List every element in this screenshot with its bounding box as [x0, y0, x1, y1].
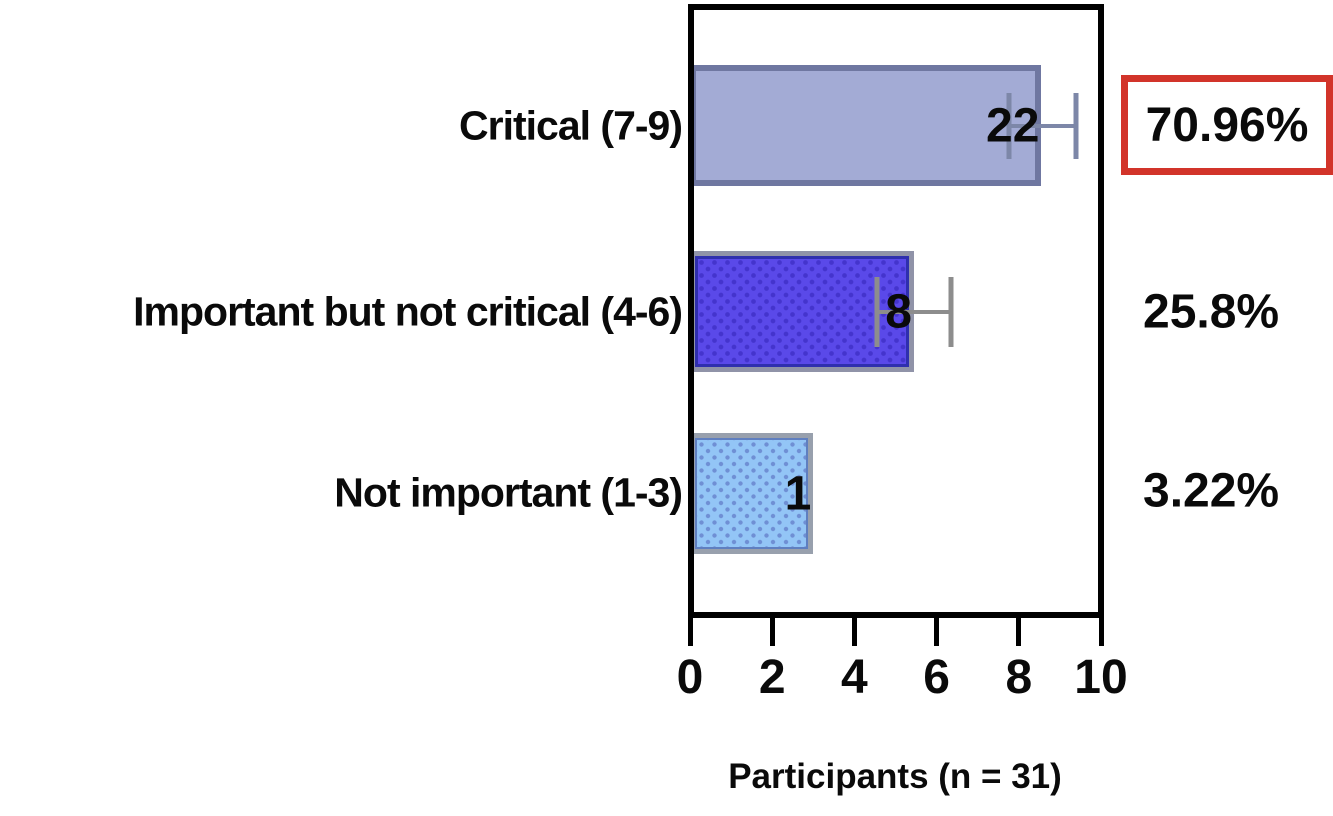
error-cap-high-critical [1073, 93, 1079, 159]
bar-critical [690, 65, 1042, 186]
x-tick-label: 0 [676, 651, 704, 704]
error-cap-high-important [948, 276, 954, 347]
x-tick [1098, 616, 1104, 646]
error-bar-important [877, 309, 951, 314]
highlight-box: 70.96% [1121, 75, 1333, 175]
x-tick-label: 2 [758, 651, 786, 704]
error-cap-low-critical [1006, 93, 1012, 159]
percent-label-important: 25.8% [1143, 285, 1280, 339]
x-tick [769, 616, 775, 646]
x-tick [934, 616, 940, 646]
x-tick-label: 10 [1074, 651, 1128, 704]
x-tick [687, 616, 693, 646]
category-label-critical: Critical (7-9) [459, 102, 683, 149]
percent-label-not-important: 3.22% [1143, 464, 1280, 518]
error-bar-critical [1008, 124, 1077, 128]
x-tick-label: 6 [923, 651, 950, 704]
percent-label-critical: 70.96% [1145, 98, 1309, 152]
count-label-important: 8 [885, 285, 912, 338]
x-tick [851, 616, 857, 646]
count-label-not-important: 1 [784, 467, 812, 520]
x-tick [1016, 616, 1022, 646]
x-tick-label: 4 [841, 651, 868, 704]
x-axis-title: Participants (n = 31) [728, 757, 1062, 796]
error-cap-low-important [874, 276, 880, 347]
count-label-critical: 22 [986, 99, 1040, 153]
bar-not-important [690, 433, 814, 554]
plot-frame [688, 4, 1104, 618]
category-label-not-important: Not important (1-3) [334, 469, 683, 516]
bar-important [690, 251, 914, 372]
x-tick-label: 8 [1005, 651, 1033, 704]
category-label-important: Important but not critical (4-6) [133, 288, 683, 335]
